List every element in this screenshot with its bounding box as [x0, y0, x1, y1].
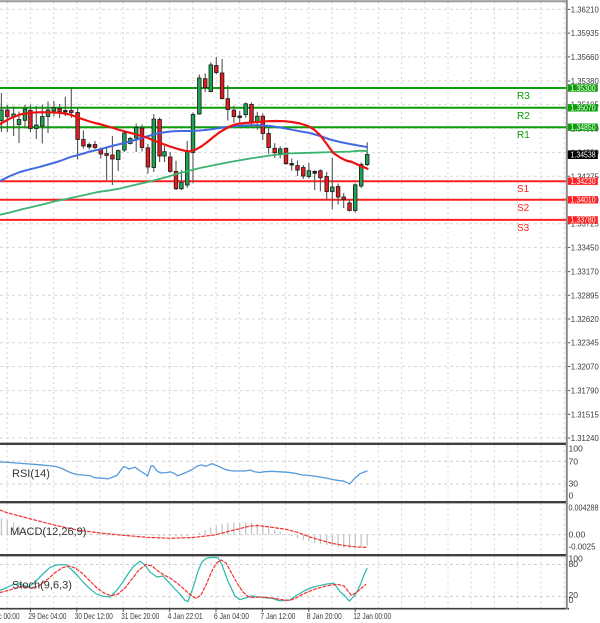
svg-text:70: 70 — [569, 456, 579, 466]
svg-text:1.33725: 1.33725 — [571, 219, 599, 229]
svg-text:1.34230: 1.34230 — [571, 177, 596, 186]
svg-text:0.00: 0.00 — [569, 530, 586, 540]
svg-text:1.31790: 1.31790 — [571, 386, 599, 396]
svg-text:MACD(12,26,9): MACD(12,26,9) — [10, 526, 86, 538]
svg-text:1.35380: 1.35380 — [571, 76, 599, 86]
svg-text:31 Dec 20:00: 31 Dec 20:00 — [121, 611, 159, 621]
svg-text:RSI(14): RSI(14) — [12, 468, 50, 480]
svg-text:S3: S3 — [517, 223, 530, 234]
svg-text:Stoch(9,6,3): Stoch(9,6,3) — [12, 580, 72, 592]
svg-text:1.31515: 1.31515 — [571, 409, 599, 419]
svg-text:1.32070: 1.32070 — [571, 362, 599, 372]
svg-text:1.32620: 1.32620 — [571, 314, 599, 324]
svg-text:80: 80 — [569, 559, 579, 569]
svg-text:1.31240: 1.31240 — [571, 433, 599, 443]
svg-text:1.33780: 1.33780 — [571, 216, 596, 225]
svg-text:1.32345: 1.32345 — [571, 338, 599, 348]
svg-text:20: 20 — [569, 590, 579, 600]
svg-text:1.35300: 1.35300 — [571, 84, 596, 93]
svg-text:1.35660: 1.35660 — [571, 52, 599, 62]
svg-text:30: 30 — [569, 478, 579, 488]
svg-text:29 Dec 04:00: 29 Dec 04:00 — [28, 611, 66, 621]
svg-text:1.34538: 1.34538 — [571, 151, 596, 160]
svg-text:6 Jan 04:00: 6 Jan 04:00 — [214, 611, 249, 621]
svg-text:1.33450: 1.33450 — [571, 242, 599, 252]
svg-text:1.34010: 1.34010 — [571, 196, 596, 205]
svg-text:0: 0 — [569, 595, 574, 605]
svg-text:S2: S2 — [517, 203, 530, 214]
svg-text:1.32895: 1.32895 — [571, 290, 599, 300]
svg-text:R3: R3 — [517, 91, 530, 102]
svg-text:-0.0025: -0.0025 — [569, 542, 596, 552]
svg-text:4 Jan 22:01: 4 Jan 22:01 — [168, 611, 203, 621]
svg-text:1.34275: 1.34275 — [571, 171, 599, 181]
svg-text:0: 0 — [569, 490, 574, 500]
svg-text:8 Jan 20:00: 8 Jan 20:00 — [307, 611, 342, 621]
svg-text:28 Dec 00:00: 28 Dec 00:00 — [0, 611, 20, 621]
svg-text:1.35070: 1.35070 — [571, 104, 596, 113]
svg-text:R2: R2 — [517, 111, 530, 122]
svg-text:S1: S1 — [517, 184, 530, 195]
svg-text:100: 100 — [569, 554, 584, 564]
svg-text:1.36210: 1.36210 — [571, 4, 599, 14]
svg-text:1.33170: 1.33170 — [571, 267, 599, 277]
svg-text:R1: R1 — [517, 130, 530, 141]
svg-text:0.004288: 0.004288 — [569, 502, 599, 512]
svg-text:7 Jan 12:00: 7 Jan 12:00 — [260, 611, 295, 621]
svg-text:12 Jan 00:00: 12 Jan 00:00 — [353, 611, 391, 621]
svg-text:1.35935: 1.35935 — [571, 28, 599, 38]
svg-text:1.34850: 1.34850 — [571, 123, 596, 132]
svg-text:30 Dec 12:00: 30 Dec 12:00 — [75, 611, 113, 621]
svg-text:100: 100 — [569, 444, 584, 454]
